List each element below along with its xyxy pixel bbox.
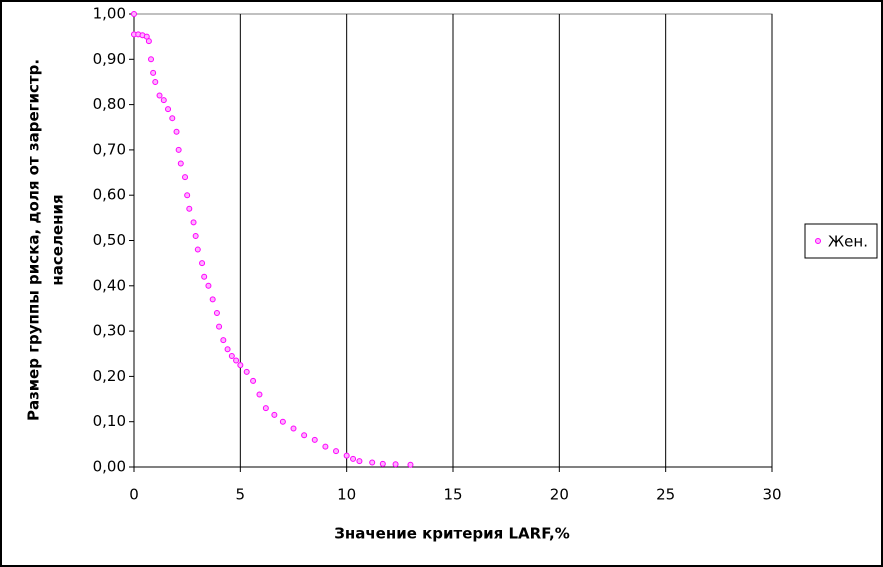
point — [301, 432, 308, 439]
y-tick-label: 1,00 — [93, 5, 126, 23]
point — [160, 97, 167, 104]
x-axis-title: Значение критерия LARF,% — [334, 525, 570, 543]
y-tick-label: 0,30 — [93, 322, 126, 340]
point — [152, 78, 159, 85]
y-tick-label: 0,90 — [93, 50, 126, 68]
x-tick-label: 15 — [443, 486, 462, 504]
point — [233, 357, 240, 364]
y-axis-title: населения — [49, 194, 67, 285]
point — [237, 362, 244, 369]
point — [407, 461, 414, 468]
y-tick-label: 0,20 — [93, 367, 126, 385]
x-tick-label: 25 — [656, 486, 675, 504]
y-tick-label: 0,50 — [93, 231, 126, 249]
point — [184, 192, 191, 199]
y-tick-label: 0,70 — [93, 140, 126, 158]
x-tick-label: 5 — [236, 486, 246, 504]
point — [256, 391, 263, 398]
point — [194, 246, 201, 253]
y-tick-label: 0,60 — [93, 186, 126, 204]
point — [199, 260, 206, 267]
x-tick-label: 0 — [129, 486, 139, 504]
point — [228, 353, 235, 360]
point — [343, 452, 350, 459]
point — [213, 309, 220, 316]
point — [279, 418, 286, 425]
point — [182, 174, 189, 181]
y-tick-label: 0,00 — [93, 458, 126, 476]
point — [165, 106, 172, 113]
point — [175, 146, 182, 153]
point — [201, 273, 208, 280]
point — [243, 368, 250, 375]
point — [145, 38, 152, 45]
x-tick-label: 30 — [762, 486, 781, 504]
point — [369, 459, 376, 466]
y-tick-label: 0,40 — [93, 276, 126, 294]
point — [131, 11, 137, 17]
point — [148, 56, 155, 63]
point — [186, 205, 193, 212]
y-tick-label: 0,80 — [93, 95, 126, 113]
point — [333, 448, 340, 455]
point — [224, 346, 231, 353]
point — [271, 411, 278, 418]
x-tick-label: 10 — [337, 486, 356, 504]
point — [190, 219, 197, 226]
legend-marker — [815, 238, 821, 244]
point — [169, 115, 176, 122]
point — [356, 458, 363, 465]
legend-label: Жен. — [828, 233, 868, 251]
point — [216, 323, 223, 330]
point — [150, 69, 157, 76]
point — [156, 92, 163, 99]
point — [392, 461, 399, 468]
point — [379, 460, 386, 467]
point — [220, 337, 227, 344]
point — [205, 282, 212, 289]
point — [192, 232, 199, 239]
point — [311, 436, 318, 443]
point — [177, 160, 184, 167]
point — [322, 443, 329, 450]
y-tick-label: 0,10 — [93, 412, 126, 430]
point — [173, 128, 180, 135]
y-axis-title: Размер группы риска, доля от зарегистр. — [25, 59, 43, 421]
point — [209, 296, 216, 303]
point — [250, 377, 257, 384]
point — [290, 425, 297, 432]
point — [262, 405, 269, 412]
point — [350, 455, 357, 462]
x-tick-label: 20 — [550, 486, 569, 504]
